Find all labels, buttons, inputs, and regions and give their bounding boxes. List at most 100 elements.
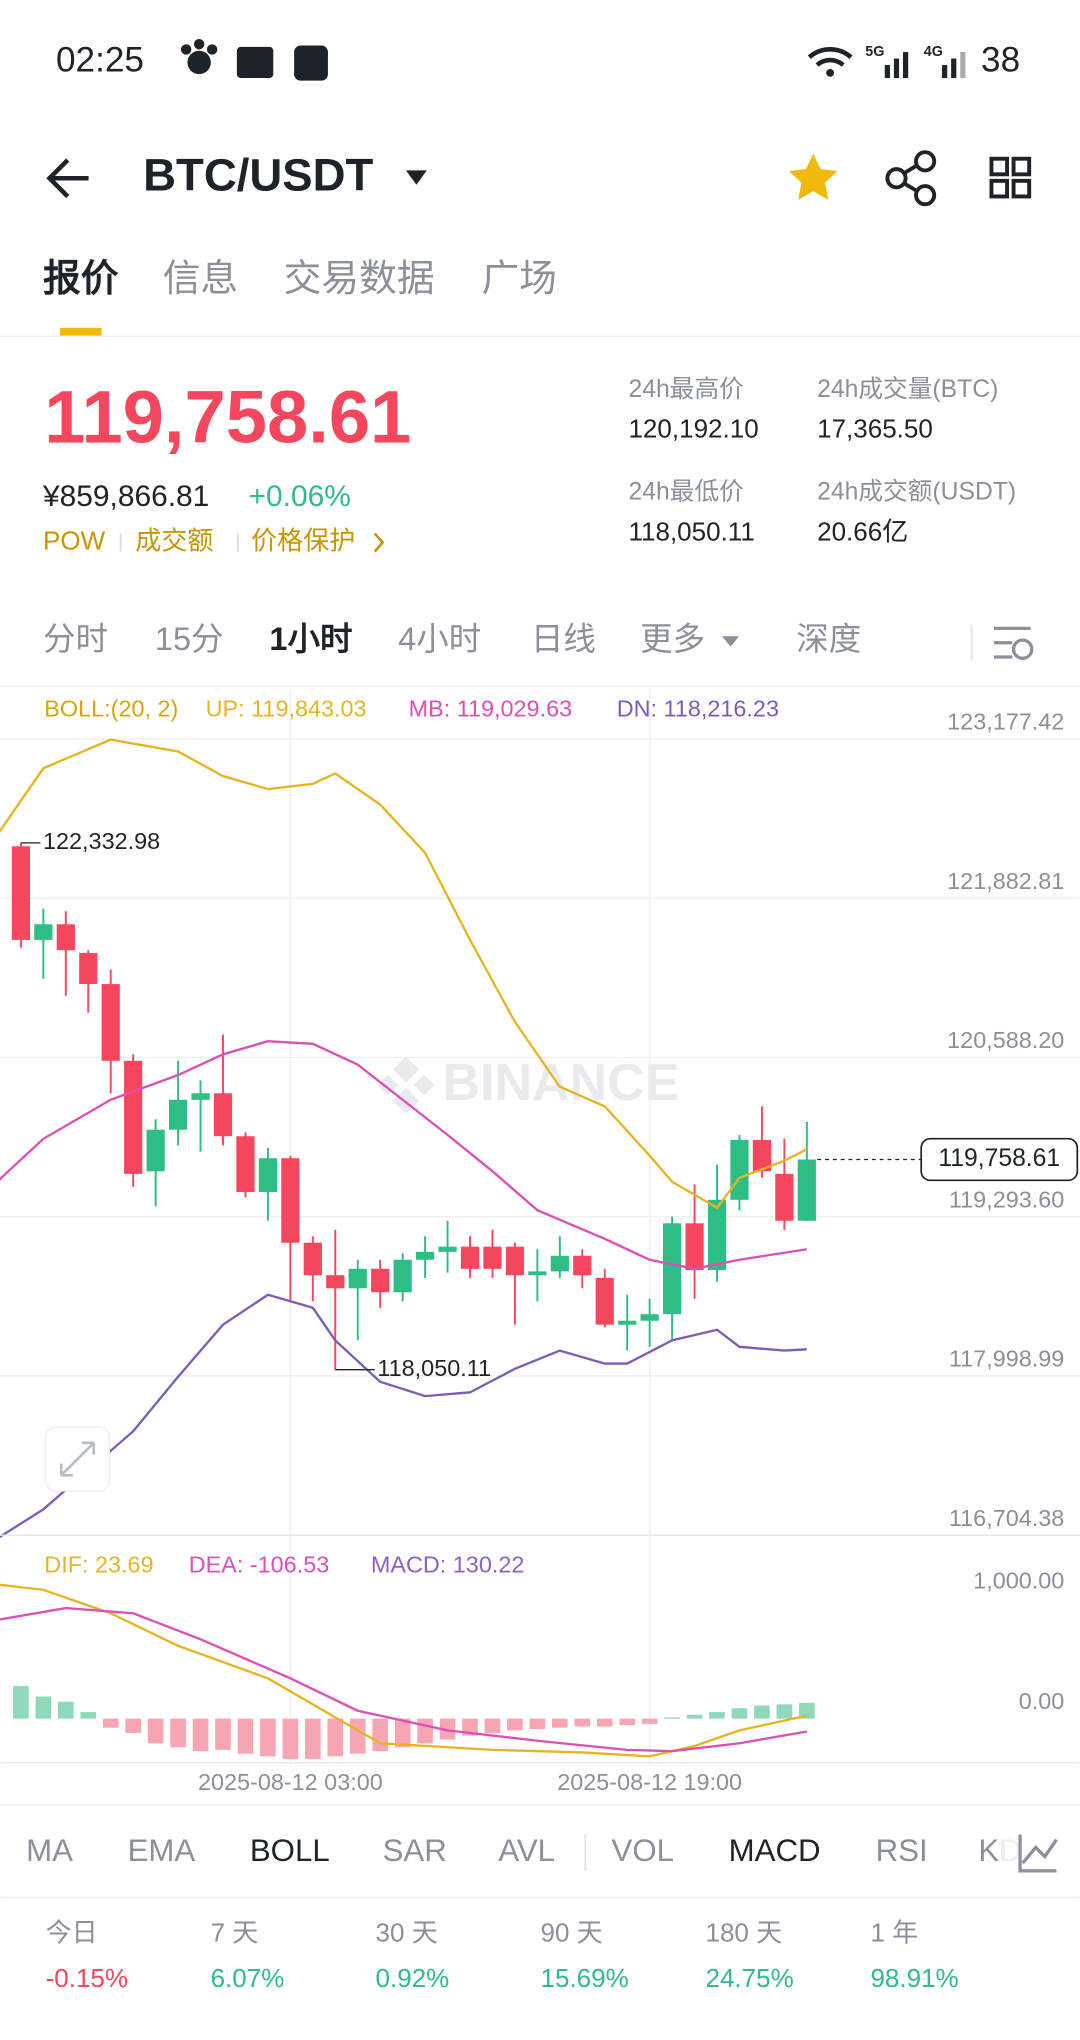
macd-bar [731, 1708, 748, 1719]
macd-bar [574, 1718, 591, 1727]
macd-bar [372, 1718, 388, 1752]
indicator-settings[interactable] [1018, 1834, 1058, 1873]
period-label: 30 天 [376, 1917, 438, 1947]
macd-bar [35, 1696, 52, 1719]
y-tick-label: 119,293.60 [949, 1186, 1064, 1212]
tag[interactable]: POW [43, 525, 106, 555]
interval[interactable]: 深度 [796, 621, 861, 657]
y-tick-label: 117,998.99 [949, 1346, 1064, 1372]
legend-entry: MB: 119,029.63 [409, 696, 573, 722]
y-tick-label: 121,882.81 [947, 868, 1064, 894]
candle-body [281, 1158, 300, 1243]
dropdown-icon[interactable] [405, 170, 427, 185]
macd-bar [57, 1701, 74, 1719]
indicator-tab[interactable]: MACD [729, 1833, 821, 1868]
interval[interactable]: 1小时 [269, 621, 352, 657]
interval[interactable]: 分时 [43, 621, 108, 657]
y-tick-label: 1,000.00 [973, 1567, 1064, 1593]
macd-bar [507, 1718, 523, 1731]
macd-bar [80, 1712, 97, 1719]
candle-body [101, 984, 120, 1061]
back-button[interactable] [46, 158, 89, 199]
x-tick-label: 2025-08-12 19:00 [557, 1769, 742, 1795]
macd-bar [754, 1705, 770, 1719]
indicator-tab[interactable]: AVL [498, 1833, 555, 1868]
stat-value: 17,365.50 [817, 414, 933, 444]
candle-body [213, 1093, 233, 1137]
stat-value: 120,192.10 [628, 414, 758, 444]
candle-body [662, 1223, 682, 1315]
period-change: -0.15% [46, 1963, 128, 1993]
chart-settings[interactable] [994, 626, 1034, 660]
charts: 123,177.42 121,882.81 120,588.20 119,293.60… [0, 689, 1080, 1795]
candle-body [393, 1259, 412, 1293]
divider [970, 624, 973, 661]
macd-bar [709, 1712, 725, 1719]
indicator-tab[interactable]: SAR [383, 1833, 447, 1868]
macd-bar [125, 1718, 141, 1733]
share-button[interactable] [885, 150, 937, 207]
interval[interactable]: 日线 [531, 621, 596, 657]
period-change: 24.75% [705, 1963, 793, 1993]
tab[interactable]: 交易数据 [284, 257, 435, 299]
macd-bar [439, 1718, 456, 1740]
macd-bar [596, 1718, 613, 1727]
period-label: 1 年 [870, 1917, 918, 1947]
interval[interactable]: 4小时 [398, 621, 481, 657]
candle-body [550, 1255, 569, 1272]
interval[interactable]: 更多 [640, 621, 705, 657]
expand-icon [59, 1441, 96, 1477]
candle-body [79, 952, 98, 985]
indicator-tab[interactable]: EMA [128, 1833, 196, 1868]
tag[interactable]: 成交额 [135, 525, 213, 555]
candle-body [573, 1255, 592, 1276]
indicator-tab[interactable]: BOLL [250, 1833, 330, 1868]
candle-body [168, 1099, 188, 1130]
y-tick-label: 0.00 [1019, 1688, 1065, 1714]
menu-button[interactable] [989, 156, 1032, 199]
macd-bar [192, 1718, 209, 1752]
macd-bar [13, 1686, 29, 1719]
interval[interactable]: 15分 [155, 621, 224, 657]
legend-entry: UP: 119,843.03 [206, 696, 367, 722]
candle-body [34, 924, 53, 940]
macd-bar [327, 1718, 344, 1757]
candle-body [326, 1275, 345, 1289]
indicator-tab[interactable]: VOL [612, 1833, 674, 1868]
candle-body [11, 846, 31, 940]
pair-title[interactable]: BTC/USDT [143, 149, 373, 200]
candle-body [438, 1246, 457, 1252]
net-label: 5G [865, 44, 884, 60]
candle-body [618, 1320, 637, 1325]
indicator-tab[interactable]: MA [26, 1833, 73, 1868]
divider [584, 1834, 587, 1871]
dropdown-icon [722, 636, 740, 647]
legend-entry: MACD: 130.22 [371, 1552, 525, 1578]
tab[interactable]: 广场 [481, 257, 556, 299]
candle-body [775, 1173, 794, 1221]
tab[interactable]: 报价 [43, 257, 119, 299]
macd-bar [102, 1718, 119, 1728]
high-label: 122,332.98 [43, 828, 160, 854]
favorite-star[interactable] [789, 153, 838, 200]
candle-body [348, 1268, 367, 1289]
x-tick-label: 2025-08-12 03:00 [198, 1769, 383, 1795]
candle-body [236, 1136, 255, 1193]
performance: 今日 -0.15% 7 天 6.07% 30 天 0.92% 90 天 15.69% 180 天… [46, 1917, 959, 1993]
candle-body [797, 1159, 816, 1221]
candle-body [415, 1251, 435, 1260]
net-label: 4G [924, 44, 943, 60]
y-tick-label: 120,588.20 [947, 1027, 1064, 1053]
legend-entry: DEA: -106.53 [189, 1552, 330, 1578]
tag[interactable]: 价格保护 [251, 525, 355, 555]
tab[interactable]: 信息 [163, 257, 238, 299]
macd-bar [776, 1704, 793, 1719]
candle-body [685, 1223, 704, 1271]
watermark-text: BINANCE [442, 1054, 679, 1112]
y-tick-label: 116,704.38 [949, 1505, 1064, 1531]
divider [0, 1896, 1080, 1899]
macd-bar [799, 1702, 815, 1719]
indicator-tab[interactable]: RSI [876, 1833, 928, 1868]
